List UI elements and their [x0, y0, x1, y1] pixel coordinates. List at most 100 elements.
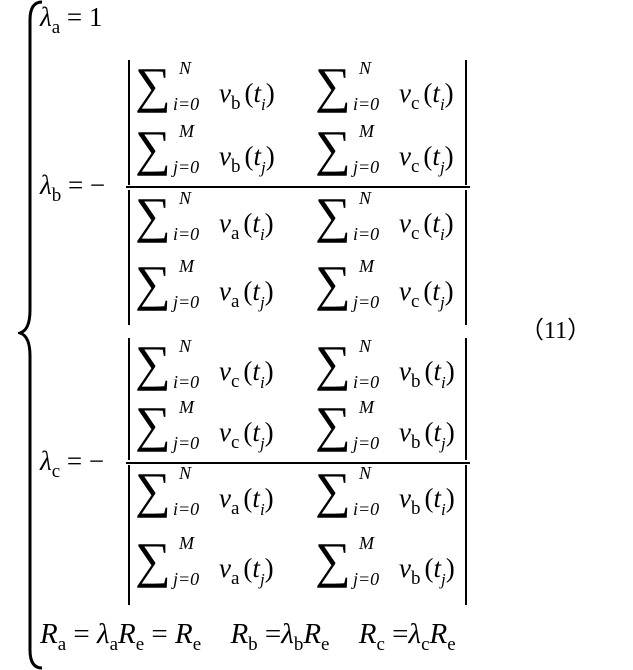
v-symbol: v — [399, 78, 411, 108]
lambda-symbol: λ — [40, 170, 52, 200]
t-subscript: j — [441, 570, 446, 589]
subscript: b — [248, 634, 258, 655]
equals: = — [384, 618, 409, 650]
summation-sign: ∑ — [135, 254, 171, 311]
r-symbol: R — [358, 618, 377, 650]
paren-close: ) — [445, 553, 455, 583]
t-subscript: i — [441, 500, 446, 519]
t-symbol: t — [252, 553, 260, 583]
v-subscript: a — [230, 568, 240, 589]
v-subscript: a — [230, 223, 240, 244]
v-symbol: v — [219, 78, 231, 108]
v-subscript: c — [410, 223, 420, 244]
equals: = — [144, 618, 176, 650]
upper-limit: M — [179, 255, 194, 276]
paren-close: ) — [265, 78, 275, 108]
v-symbol: v — [219, 553, 231, 583]
paren-close: ) — [264, 553, 274, 583]
summand: va (ti) — [219, 208, 274, 244]
paren-open: ( — [424, 356, 434, 386]
t-subscript: j — [261, 157, 266, 177]
summand: vb (tj) — [399, 553, 455, 589]
summation-sign: ∑ — [315, 462, 351, 518]
determinant-right-bar — [465, 60, 467, 185]
paren-open: ( — [244, 140, 254, 171]
v-subscript: b — [230, 155, 241, 177]
summation-sign: ∑ — [315, 57, 351, 113]
summand: vb (ti) — [399, 356, 455, 392]
summand: va (tj) — [219, 275, 274, 312]
paren-close: ) — [444, 78, 454, 108]
summand: vb (ti) — [219, 78, 275, 114]
t-symbol: t — [432, 275, 440, 306]
subscript: a — [51, 17, 61, 38]
paren-open: ( — [243, 553, 253, 583]
lambda-a-equation: λa = 1 — [40, 2, 102, 38]
v-symbol: v — [399, 483, 411, 513]
paren-open: ( — [424, 483, 434, 513]
determinant-left-bar — [128, 60, 130, 185]
summand: vc (tj) — [399, 275, 454, 312]
t-subscript: i — [441, 373, 446, 392]
fraction-line-c — [126, 462, 470, 464]
t-subscript: i — [439, 95, 445, 114]
v-subscript: b — [230, 93, 241, 114]
upper-limit: M — [179, 120, 194, 141]
paren-open: ( — [243, 356, 253, 386]
lower-limit: i=0 — [353, 224, 380, 244]
lower-limit: j=0 — [173, 433, 200, 453]
lambda-b-label: λb = − — [40, 170, 105, 206]
t-symbol: t — [433, 553, 441, 583]
upper-limit: M — [359, 533, 374, 553]
lambda-symbol: λ — [40, 446, 52, 476]
summand: vc (ti) — [399, 208, 454, 244]
paren-open: ( — [424, 417, 434, 447]
subscript: b — [51, 185, 62, 206]
subscript: c — [376, 634, 385, 655]
t-subscript: j — [439, 157, 445, 177]
lower-limit: i=0 — [173, 224, 200, 244]
rhs: = − — [66, 446, 105, 476]
lambda-symbol: λ — [281, 618, 294, 650]
t-subscript: j — [441, 434, 446, 453]
lower-limit: j=0 — [353, 156, 380, 177]
lower-limit: i=0 — [173, 499, 200, 519]
v-symbol: v — [399, 417, 411, 447]
v-symbol: v — [399, 553, 411, 583]
left-brace — [18, 0, 43, 670]
t-symbol: t — [253, 140, 261, 171]
equation-number: （11） — [520, 318, 592, 344]
t-symbol: t — [433, 356, 441, 386]
lower-limit: j=0 — [353, 433, 380, 453]
determinant-left-bar — [128, 465, 130, 605]
upper-limit: N — [179, 336, 192, 356]
subscript: c — [421, 634, 430, 655]
t-symbol: t — [432, 140, 440, 171]
upper-limit: N — [359, 188, 372, 208]
paren-open: ( — [243, 208, 253, 238]
lambda-c-label: λc = − — [40, 446, 105, 482]
paren-open: ( — [244, 78, 254, 108]
determinant-right-bar — [465, 465, 467, 605]
v-symbol: v — [219, 208, 231, 238]
r-symbol: R — [230, 618, 249, 650]
determinant-right-bar — [465, 338, 467, 460]
t-subscript: j — [259, 292, 265, 312]
paren-close: ) — [445, 483, 455, 513]
v-symbol: v — [219, 417, 231, 447]
lambda-symbol: λ — [408, 618, 422, 650]
paren-close: ) — [444, 208, 454, 238]
summand: va (ti) — [219, 483, 274, 519]
t-symbol: t — [432, 208, 440, 238]
v-subscript: c — [410, 290, 420, 312]
paren-close: ) — [264, 483, 274, 513]
upper-limit: N — [179, 188, 192, 208]
subscript: e — [135, 634, 145, 655]
t-subscript: i — [261, 95, 266, 114]
summand: vc (ti) — [399, 78, 454, 114]
v-subscript: b — [410, 568, 421, 589]
lower-limit: i=0 — [173, 94, 200, 114]
upper-limit: M — [359, 255, 374, 276]
paren-open: ( — [243, 275, 253, 306]
equals: = — [66, 618, 98, 650]
